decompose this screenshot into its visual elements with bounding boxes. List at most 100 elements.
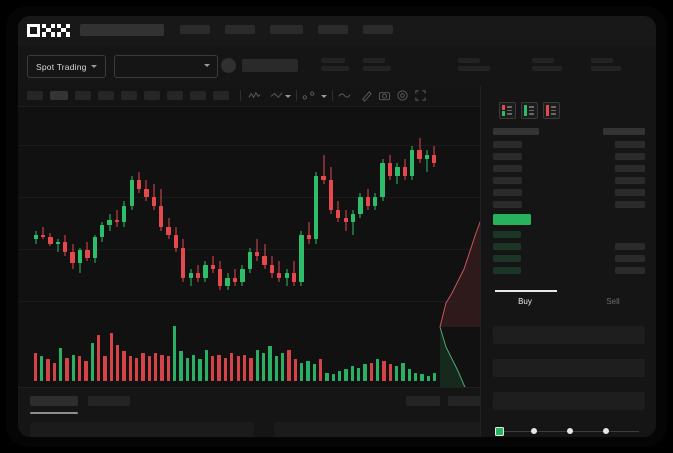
candle-body [166,226,171,236]
interval-pill-9[interactable] [213,91,229,100]
volume-bar [280,352,285,381]
candle [48,107,53,317]
price-chart[interactable] [18,107,498,437]
trading-pair-select[interactable] [114,55,218,78]
orders-panel [18,387,490,437]
candle [255,107,260,317]
field-amount[interactable] [493,359,645,377]
orderbook-bid-price[interactable] [493,243,521,250]
interval-pill-4[interactable] [98,91,114,100]
candle-body [321,175,326,181]
volume-bar [236,356,240,381]
candle-body [33,235,38,240]
volume-bar [141,352,145,381]
candle [159,107,164,317]
stat-volume-base-value [532,66,562,71]
orderbook-ask-amount [615,189,645,196]
chevron-down-icon[interactable] [285,95,291,98]
orderbook-view-asks[interactable] [543,102,560,119]
candle-body [314,175,319,240]
fullscreen-icon[interactable] [414,89,427,102]
interval-pill-1[interactable] [27,91,43,100]
orderbook-ask-price[interactable] [493,141,522,148]
orderbook-ask-price[interactable] [493,153,522,160]
orderbook-ask-price[interactable] [493,189,522,196]
orderbook-ask-price[interactable] [493,177,522,184]
volume-bar [217,354,221,381]
interval-pill-3[interactable] [75,91,91,100]
nav-item-4[interactable] [318,25,348,34]
wave-icon[interactable] [338,89,351,102]
candle-body [417,150,422,159]
candle-body [395,167,400,176]
field-price[interactable] [493,326,645,344]
volume-bar [261,352,266,381]
nav-item-3[interactable] [270,25,303,34]
volume-bar [287,349,291,381]
orderbook-ask-price[interactable] [493,165,522,172]
tab-open-orders[interactable] [30,396,78,406]
candle [33,107,38,317]
candle-body [380,163,385,198]
interval-pill-6[interactable] [144,91,160,100]
orderbook-bid-price[interactable] [493,267,521,274]
interval-pill-7[interactable] [167,91,183,100]
interval-pill-8[interactable] [190,91,206,100]
slider-stop-75[interactable] [603,428,609,434]
volume-bar [103,356,107,381]
field-total[interactable] [493,392,645,410]
volume-bar [338,371,342,381]
candle [210,107,215,317]
candle-body [225,277,230,287]
trading-mode-button[interactable]: Spot Trading [27,55,106,78]
tab-sell[interactable]: Sell [606,297,620,306]
candle-body [122,205,127,223]
slider-stop-25[interactable] [531,428,537,434]
orderbook-bid-price[interactable] [493,255,521,262]
bottom-action-2[interactable] [448,396,482,406]
trend-line-icon[interactable] [302,89,315,102]
percent-slider[interactable] [495,427,643,436]
candle-wick [323,154,325,185]
candle [240,107,245,317]
volume-bar [344,369,348,381]
nav-item-5[interactable] [363,25,393,34]
slider-stop-50[interactable] [567,428,573,434]
line-tool-icon[interactable] [270,89,283,102]
volume-bar [331,374,335,381]
volume-bar [268,346,272,381]
tab-order-history[interactable] [88,396,130,406]
camera-icon[interactable] [378,89,391,102]
bottom-action-1[interactable] [406,396,440,406]
logo-o-glyph [27,23,40,37]
interval-pill-2[interactable] [50,91,68,100]
orderbook-view-combined[interactable] [499,102,516,119]
volume-bar [33,352,37,381]
stat-high-24h-label [363,58,385,63]
candle [432,107,437,317]
candle [203,107,208,317]
indicator-icon[interactable] [248,89,261,102]
slider-handle[interactable] [495,427,504,436]
pencil-icon[interactable] [360,89,373,102]
volume-bar [115,344,120,381]
volume-bar [173,326,177,381]
candle [92,107,97,317]
candle-body [159,205,164,227]
orderbook-bid-price[interactable] [493,231,521,238]
candle-body [70,252,75,263]
tab-buy[interactable]: Buy [518,297,532,306]
orderbook-view-bids[interactable] [521,102,538,119]
candle-wick [153,184,155,210]
interval-pill-5[interactable] [121,91,137,100]
chevron-down-icon[interactable] [321,95,327,98]
okx-logo[interactable] [27,23,71,37]
candle-body [255,252,260,257]
nav-item-2[interactable] [225,25,255,34]
toolbar-divider [296,90,297,101]
nav-item-search[interactable] [80,24,164,36]
orderbook-ask-price[interactable] [493,201,522,208]
settings-icon[interactable] [396,89,409,102]
nav-item-1[interactable] [180,25,210,34]
volume-bar [318,359,323,381]
